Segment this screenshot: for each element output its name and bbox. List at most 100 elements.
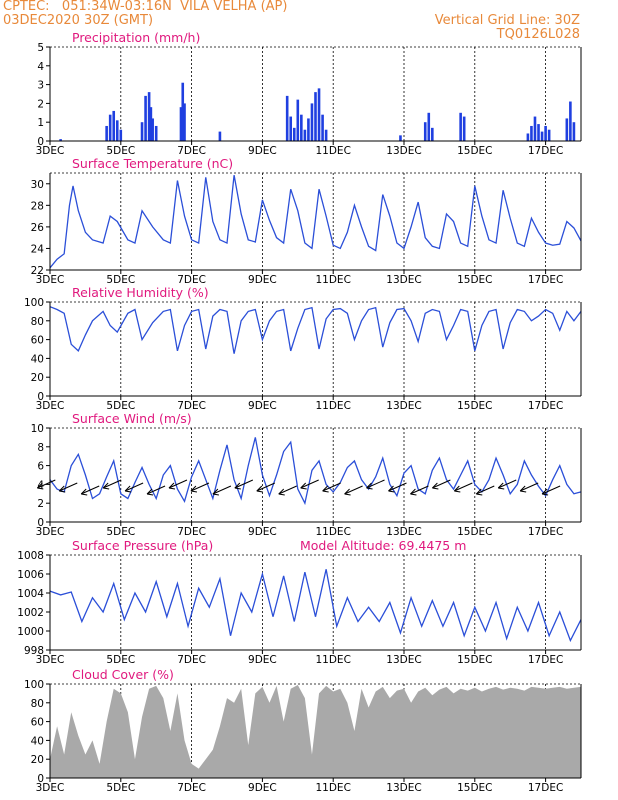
x-tick-label: 5DEC <box>106 654 135 666</box>
y-tick-label: 4 <box>37 479 44 491</box>
wind-arrow-head <box>80 488 88 496</box>
x-tick-label: 13DEC <box>386 400 421 412</box>
y-tick-label: 20 <box>31 754 44 766</box>
wind-arrow-head <box>453 485 461 493</box>
precip-bar <box>285 95 289 141</box>
y-tick-label: 0 <box>37 136 44 148</box>
y-tick-label: 3 <box>37 80 44 92</box>
x-tick-label: 7DEC <box>177 782 206 794</box>
x-tick-label: 7DEC <box>177 400 206 412</box>
header-model: TQ0126L028 <box>496 27 580 42</box>
precip-bar <box>526 133 530 141</box>
x-tick-label: 3DEC <box>36 400 65 412</box>
x-tick-label: 15DEC <box>457 782 492 794</box>
x-tick-label: 17DEC <box>528 654 563 666</box>
wind-arrow <box>388 482 407 492</box>
precip-bar <box>540 131 544 141</box>
precip-bar <box>310 103 314 141</box>
precip-bar <box>140 122 144 141</box>
wind-arrow <box>410 485 429 495</box>
x-tick-label: 9DEC <box>248 145 277 157</box>
panel-3: 0 20 40 60 80 100 3DEC 5DEC 7DEC 9DEC 11DEC 13DEC 15… <box>24 285 582 412</box>
wind-arrow-head <box>497 482 505 490</box>
precip-bar <box>423 122 427 141</box>
x-tick-label: 3DEC <box>36 145 65 157</box>
precip-bar <box>324 129 328 141</box>
wind-arrow <box>432 479 451 489</box>
x-tick-label: 9DEC <box>248 782 277 794</box>
x-tick-label: 3DEC <box>36 654 65 666</box>
y-tick-label: 24 <box>31 243 45 255</box>
precip-bar <box>154 125 158 141</box>
y-tick-label: 0 <box>37 773 44 785</box>
precip-bar <box>303 129 307 141</box>
x-tick-label: 11DEC <box>315 526 350 538</box>
precip-bar <box>300 114 303 141</box>
precip-bar <box>144 95 147 141</box>
wind-arrow-head <box>410 488 417 496</box>
x-tick-label: 17DEC <box>528 526 563 538</box>
wind-arrow <box>256 482 275 492</box>
precip-bar <box>314 92 317 141</box>
y-tick-label: 80 <box>31 316 44 328</box>
x-tick-label: 15DEC <box>457 526 492 538</box>
wind-arrow-head <box>344 488 351 496</box>
wind-arrow <box>81 485 100 495</box>
x-tick-label: 7DEC <box>177 654 206 666</box>
precip-bar <box>115 120 119 141</box>
wind-arrow-head <box>322 485 329 493</box>
x-tick-label: 17DEC <box>528 782 563 794</box>
precip-bar <box>317 88 321 141</box>
y-tick-label: 2 <box>37 498 44 510</box>
wind-arrow <box>59 482 78 492</box>
panel-title: Surface Wind (m/s) <box>72 411 192 426</box>
wind-arrow-head <box>300 482 307 490</box>
wind-arrow-head <box>432 482 439 490</box>
wind-arrow-head <box>212 488 219 496</box>
header-datetime: 03DEC2020 30Z (GMT) <box>3 13 154 28</box>
x-tick-label: 13DEC <box>386 782 421 794</box>
x-tick-label: 7DEC <box>177 526 206 538</box>
y-tick-label: 998 <box>24 645 44 657</box>
panel-5: 998 1000 1002 1004 1006 1008 3DEC 5DEC 7DEC 9DEC 1… <box>17 538 582 666</box>
panel-6: 0 20 40 60 80 100 3DEC 5DEC 7DEC 9DEC 11DEC 13DEC 15… <box>24 667 582 794</box>
wind-arrow <box>476 485 495 495</box>
precip-bar <box>119 129 123 141</box>
panel-title: Cloud Cover (%) <box>72 667 174 682</box>
wind-arrow-head <box>475 488 483 496</box>
x-tick-label: 17DEC <box>528 400 563 412</box>
x-tick-label: 7DEC <box>177 145 206 157</box>
x-tick-label: 13DEC <box>386 145 421 157</box>
y-tick-label: 26 <box>31 222 45 234</box>
x-tick-label: 3DEC <box>36 782 65 794</box>
panel-2: 22 24 26 28 30 3DEC 5DEC 7DEC 9DEC 11DEC 13DEC 15DE… <box>31 156 582 286</box>
y-tick-label: 60 <box>31 335 44 347</box>
cloud-cover-area <box>50 684 581 778</box>
wind-arrow-head <box>190 485 198 493</box>
precip-bar <box>533 116 537 141</box>
wind-arrow-head <box>58 485 66 493</box>
wind-arrow-head <box>388 485 395 493</box>
precip-bar <box>547 129 551 141</box>
precip-bar <box>569 101 572 141</box>
precip-bar <box>147 92 151 141</box>
x-tick-label: 11DEC <box>315 782 350 794</box>
wind-arrow-head <box>36 482 44 490</box>
panel-annotation: Model Altitude: 69.4475 m <box>300 538 466 553</box>
x-tick-label: 15DEC <box>457 274 492 286</box>
wind-arrow-head <box>541 488 549 496</box>
x-tick-label: 11DEC <box>315 654 350 666</box>
wind-arrow <box>234 479 254 489</box>
y-tick-label: 10 <box>31 423 44 435</box>
series-line <box>49 569 582 643</box>
x-tick-label: 15DEC <box>457 400 492 412</box>
x-tick-label: 3DEC <box>36 526 65 538</box>
y-tick-label: 22 <box>31 265 44 277</box>
y-tick-label: 6 <box>37 461 44 473</box>
panel-title: Relative Humidity (%) <box>72 285 209 300</box>
x-tick-label: 11DEC <box>315 274 350 286</box>
wind-arrow-head <box>278 488 285 496</box>
y-tick-label: 0 <box>37 517 44 529</box>
panel-title: Surface Temperature (nC) <box>72 156 233 171</box>
